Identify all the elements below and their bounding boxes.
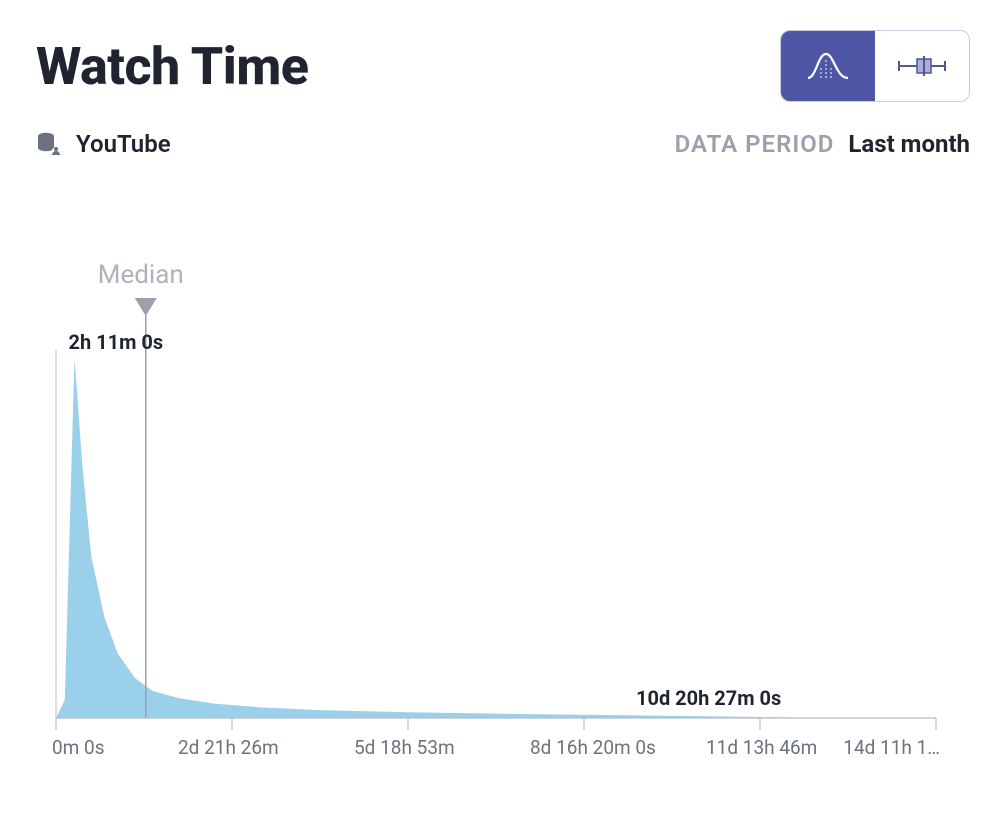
median-label: Median — [98, 260, 184, 290]
x-tick-label: 11d 13h 46m — [706, 736, 817, 759]
x-tick-label: 8d 16h 20m 0s — [530, 736, 656, 759]
toggle-distribution[interactable] — [781, 31, 875, 101]
page-title: Watch Time — [36, 36, 308, 97]
x-tick-label: 14d 11h 1… — [843, 736, 940, 759]
source-label: YouTube — [76, 130, 171, 158]
meta-row: YouTube DATA PERIOD Last month — [36, 130, 970, 158]
x-tick-label: 5d 18h 53m — [354, 736, 455, 759]
distribution-icon — [806, 50, 850, 82]
period-label: DATA PERIOD — [675, 130, 835, 158]
period-value: Last month — [848, 130, 970, 158]
x-tick-label: 2d 21h 26m — [178, 736, 279, 759]
data-source: YouTube — [36, 130, 171, 158]
peak-value-label: 2h 11m 0s — [68, 330, 163, 354]
header-row: Watch Time — [36, 30, 970, 102]
boxplot-icon — [897, 54, 947, 78]
x-tick-label: 0m 0s — [52, 736, 105, 759]
distribution-chart: Median 2h 11m 0s 10d 20h 27m 0s 0m 0s 2d … — [36, 178, 956, 778]
toggle-boxplot[interactable] — [875, 31, 969, 101]
view-toggle — [780, 30, 970, 102]
database-icon — [36, 131, 62, 157]
data-period[interactable]: DATA PERIOD Last month — [675, 130, 970, 158]
tail-value-label: 10d 20h 27m 0s — [636, 686, 781, 710]
